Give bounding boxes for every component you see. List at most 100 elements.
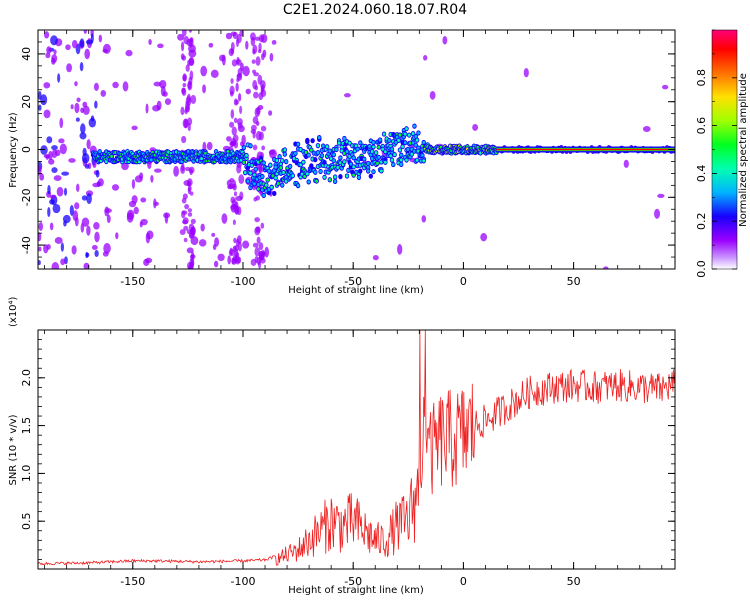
spectrogram-cell-357	[233, 191, 238, 197]
spectrogram-cell-1289	[268, 163, 272, 167]
spectrogram-cell-1529	[321, 144, 325, 148]
snr-y-tick-3: 2.0	[20, 369, 33, 387]
spectrogram-cell-409	[235, 59, 242, 66]
spectrogram-cell-1637	[345, 174, 349, 178]
spectrogram-cell-188	[50, 35, 58, 46]
snr-x-tick-3: 0	[460, 575, 467, 588]
spectrogram-cell-146	[372, 255, 379, 261]
spectrogram-cell-243	[85, 252, 90, 258]
spectrogram-x-tick-4: 50	[567, 275, 581, 288]
spectrogram-cell-1585	[333, 175, 337, 179]
spectrogram-cell-1	[196, 106, 201, 113]
spectrogram-cell-1285	[267, 169, 271, 173]
spectrogram-cell-255	[164, 212, 169, 224]
spectrogram-cell-23	[131, 125, 138, 131]
spectrogram-cell-1415	[296, 142, 300, 146]
spectrogram-cell-1771	[374, 151, 378, 155]
spectrogram-cell-1805	[382, 132, 386, 136]
spectrogram-cell-481	[250, 124, 257, 131]
spectrogram-cell-1277	[266, 178, 270, 182]
spectrogram-cell-1801	[381, 147, 385, 151]
spectrogram-cell-332	[180, 106, 185, 116]
spectrogram-cell-1645	[346, 168, 350, 172]
spectrogram-cell-116	[210, 69, 219, 78]
spectrogram-cell-319	[187, 212, 193, 217]
spectrogram-cell-49	[51, 145, 58, 151]
spectrogram-cell-1931	[410, 152, 414, 156]
spectrogram-cell-1985	[422, 159, 426, 163]
spectrogram-cell-477	[252, 131, 256, 139]
spectrogram-cell-214	[142, 50, 150, 57]
spectrogram-cell-424	[253, 91, 259, 99]
spectrogram-cell-1317	[275, 158, 279, 163]
spectrogram-cell-1915	[406, 147, 410, 151]
snr-y-tick-0: 0.5	[20, 512, 33, 530]
spectrogram-cell-1591	[335, 147, 338, 152]
spectrogram-cell-15	[133, 206, 139, 215]
spectrogram-cell-395	[235, 252, 240, 259]
spectrogram-cell-450	[260, 222, 265, 229]
spectrogram-cell-391	[229, 90, 234, 97]
spectrogram-cell-189	[58, 138, 65, 144]
spectrogram-cell-220	[237, 93, 242, 102]
spectrogram-cell-140	[226, 136, 232, 142]
spectrogram-line-core	[496, 148, 675, 151]
spectrogram-cell-1185	[246, 179, 250, 183]
colorbar-tick-3: 0.6	[695, 117, 708, 135]
spectrogram-cell-1377	[288, 164, 292, 168]
spectrogram-cell-414	[258, 42, 262, 52]
spectrogram-y-tick-2: 0	[20, 146, 33, 153]
spectrogram-cell-238	[38, 232, 42, 242]
spectrogram-cell-84	[61, 231, 69, 237]
spectrogram-cell-1535	[323, 175, 326, 179]
spectrogram-cell-234	[94, 231, 100, 243]
spectrogram-cell-286	[180, 165, 186, 174]
spectrogram-cell-1523	[320, 154, 324, 158]
spectrogram-cell-1329	[278, 154, 281, 159]
snr-ticks: -150 -100 -50 0 50 0.5 1.0 1.5 2.0	[20, 330, 675, 588]
spectrogram-cell-212	[38, 260, 41, 265]
spectrogram-cell-128	[146, 230, 154, 240]
spectrogram-cell-218	[91, 245, 98, 250]
spectrogram-cell-133	[221, 213, 228, 224]
spectrogram-cell-27	[84, 48, 91, 60]
spectrogram-cell-442	[252, 116, 259, 125]
spectrogram-cell-1749	[370, 156, 374, 161]
snr-background	[38, 330, 675, 569]
spectrogram-cell-383	[228, 183, 235, 190]
spectrogram-cell-1347	[282, 170, 285, 175]
spectrogram-cell-318	[187, 185, 192, 192]
spectrogram-cell-235	[173, 165, 180, 177]
spectrogram-cell-252	[74, 202, 80, 210]
spectrogram-cell-260	[217, 119, 226, 127]
spectrogram-cell-236	[153, 81, 162, 87]
spectrogram-cell-186	[59, 117, 64, 129]
spectrogram-cell-469	[261, 53, 265, 61]
spectrogram-cell-299	[183, 225, 189, 231]
spectrogram-cell-240	[206, 141, 213, 151]
spectrogram-cell-329	[185, 96, 192, 107]
spectrogram-cell-1909	[405, 158, 408, 162]
spectrogram-cell-248	[225, 32, 233, 40]
spectrogram-cell-1283	[267, 187, 271, 192]
spectrogram-cell-451	[260, 125, 267, 132]
spectrogram-cell-115	[60, 258, 66, 266]
spectrogram-cell-1877	[398, 133, 402, 137]
spectrogram-cell-184	[46, 46, 52, 54]
spectrogram-cell-326	[188, 166, 195, 174]
spectrogram-cell-61	[45, 52, 51, 59]
spectrogram-cell-1961	[417, 131, 420, 135]
spectrogram-cell-224	[56, 186, 64, 197]
spectrogram-cell-470	[260, 80, 266, 90]
spectrogram-cell-331	[184, 204, 190, 210]
spectrogram-cell-1757	[372, 145, 375, 149]
spectrogram-cell-233	[103, 242, 111, 254]
spectrogram-cell-1881	[399, 158, 403, 162]
spectrogram-cell-198	[94, 250, 99, 257]
spectrogram-cell-449	[253, 72, 260, 77]
spectrogram-cell-347	[239, 105, 243, 114]
spectrogram-cell-195	[642, 125, 651, 133]
spectrogram-cell-264	[115, 232, 119, 240]
spectrogram-cell-1167	[242, 146, 246, 150]
